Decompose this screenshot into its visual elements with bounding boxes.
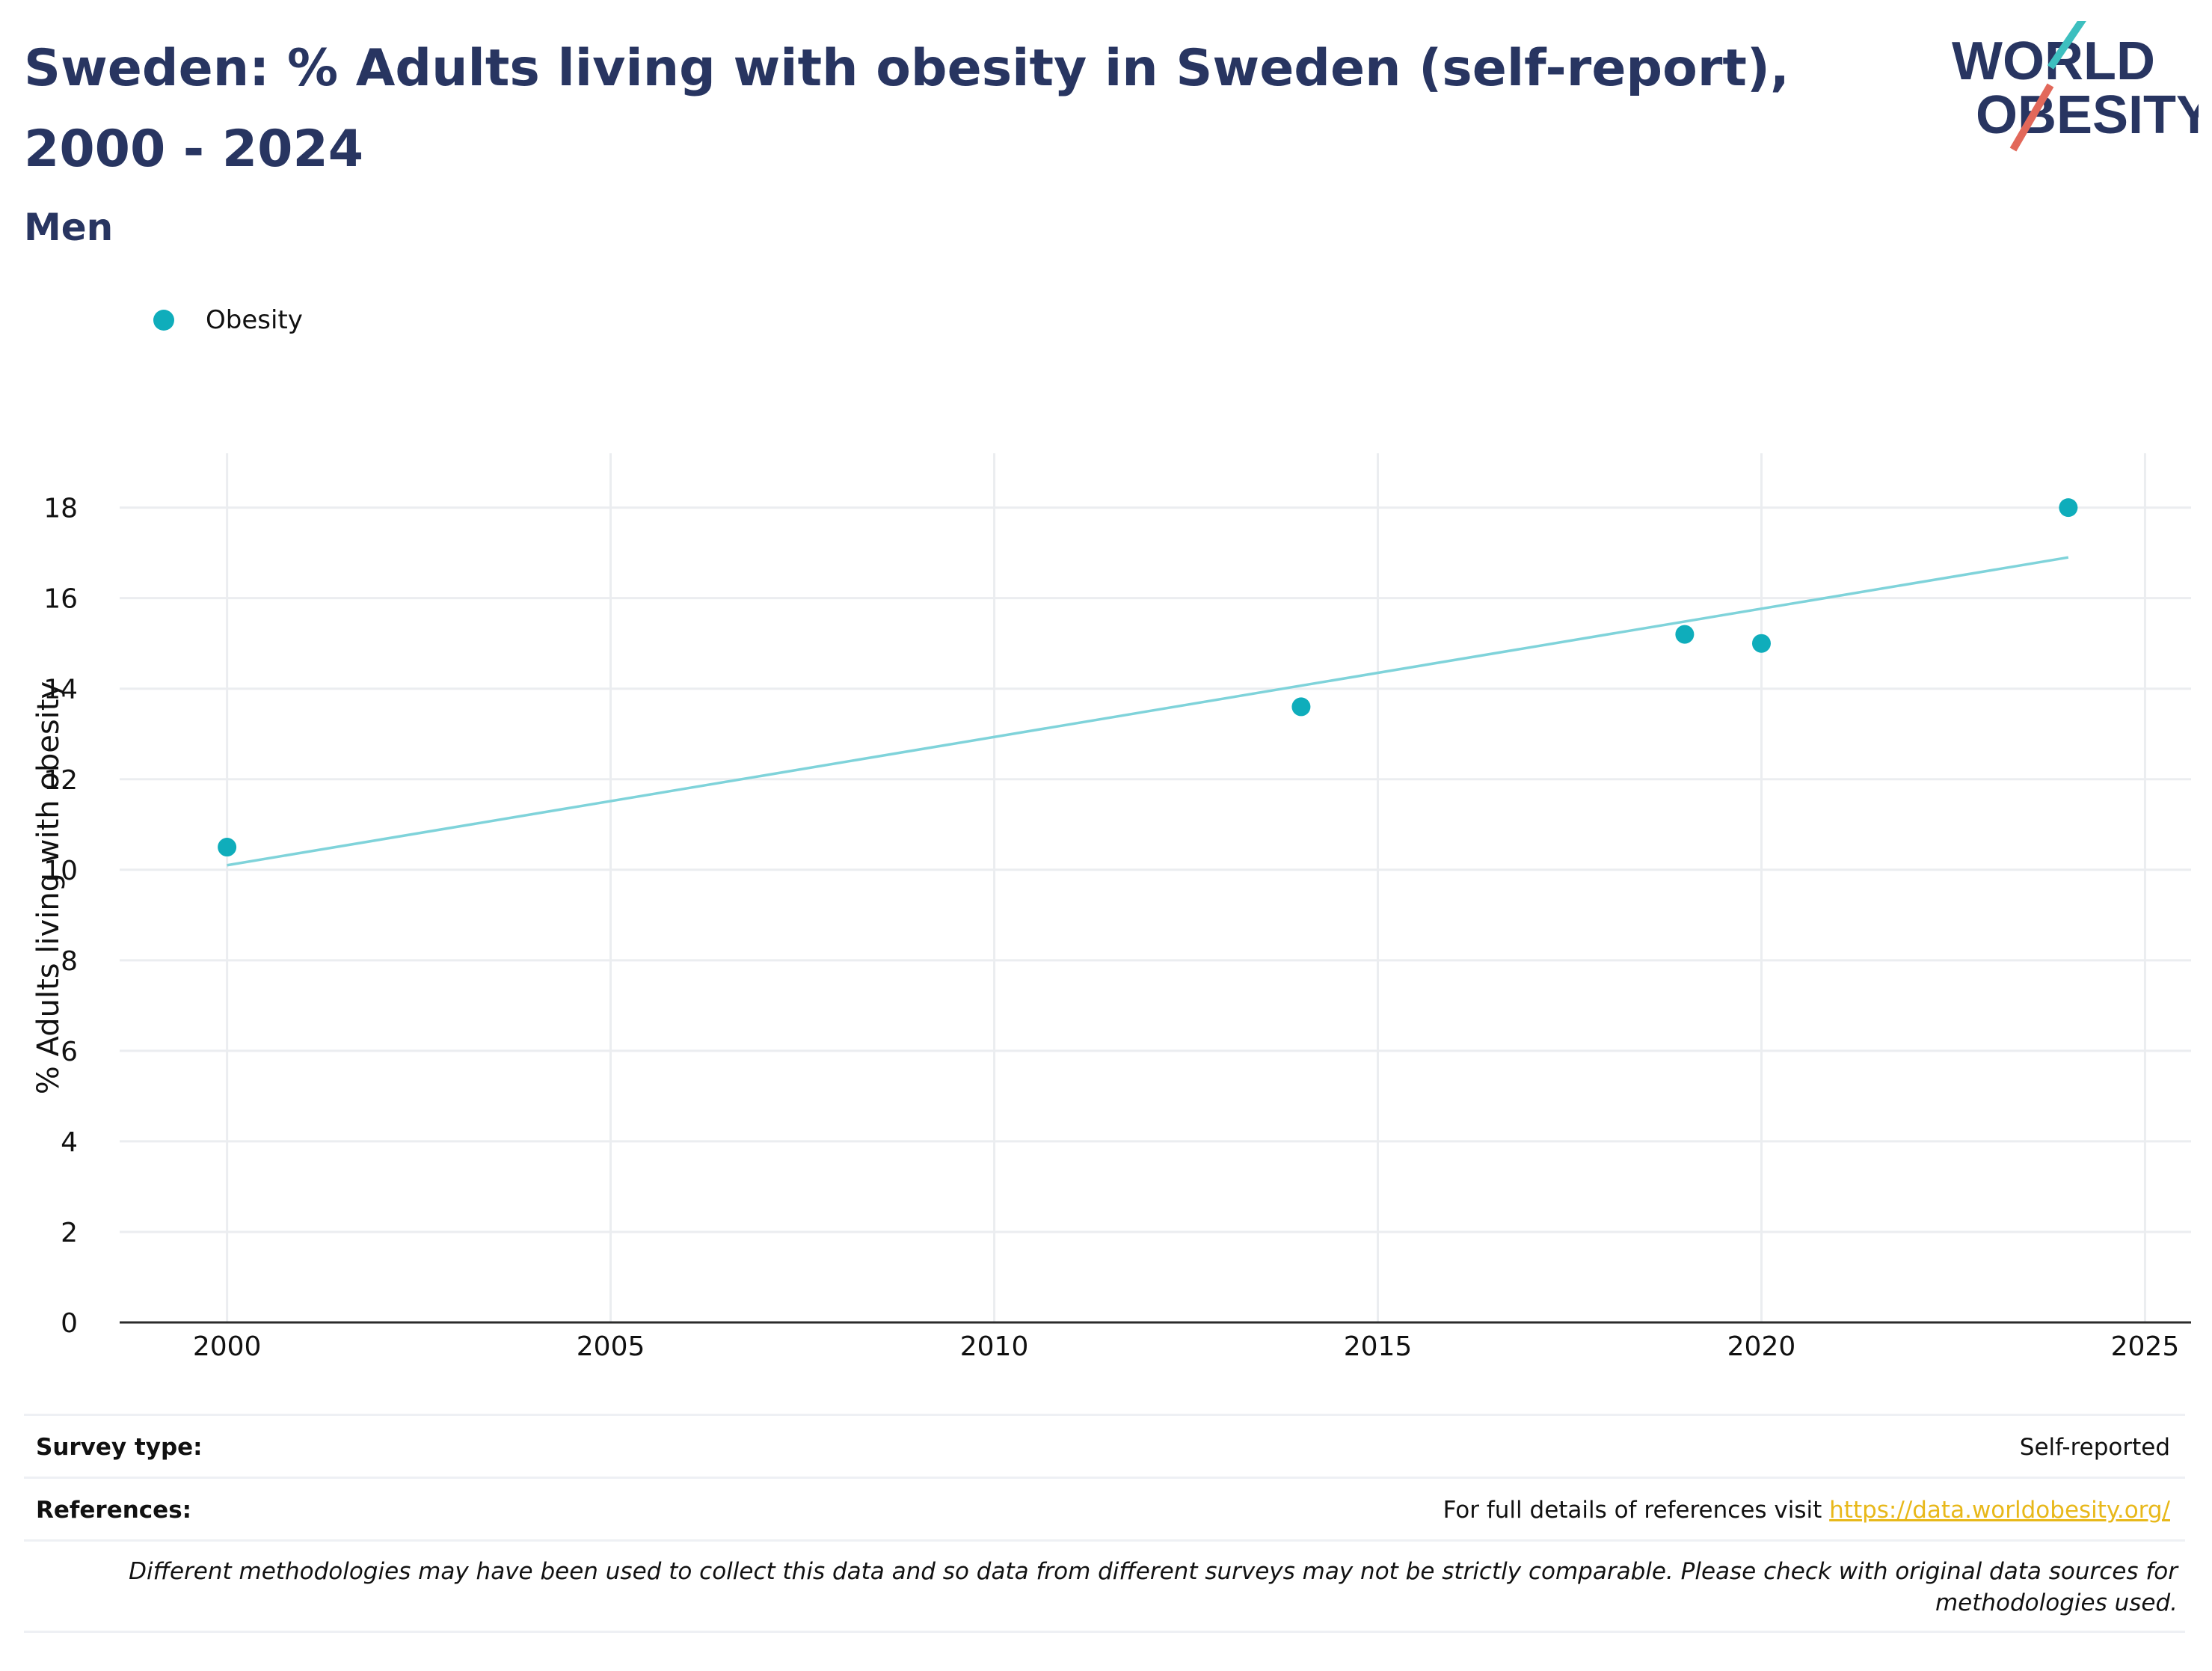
trend-line — [227, 556, 2069, 867]
bottom-divider — [24, 1631, 2185, 1633]
x-tick-label: 2005 — [577, 1331, 645, 1362]
survey-type-value: Self-reported — [2019, 1434, 2170, 1461]
y-tick-label: 6 — [61, 1037, 78, 1067]
data-point[interactable] — [1675, 625, 1695, 644]
data-point[interactable] — [2059, 498, 2078, 518]
survey-type-label: Survey type: — [36, 1434, 203, 1461]
logo-line-obesity: OBESITY — [1976, 85, 2199, 145]
y-tick-label: 14 — [43, 675, 78, 705]
legend-marker — [153, 310, 174, 331]
x-tick-label: 2000 — [193, 1331, 262, 1362]
world-obesity-logo: WORLD OBESITY — [1952, 21, 2199, 152]
chart-title: Sweden: % Adults living with obesity in … — [24, 39, 1789, 179]
note-divider — [24, 1539, 2185, 1542]
y-tick-label: 4 — [61, 1127, 78, 1158]
x-tick-label: 2015 — [1344, 1331, 1413, 1362]
logo-slash-red — [2009, 83, 2054, 152]
x-tick-label: 2020 — [1727, 1331, 1796, 1362]
grid — [120, 453, 2191, 1322]
legend-label: Obesity — [206, 305, 303, 335]
data-point[interactable] — [1751, 634, 1771, 653]
y-tick-label: 2 — [61, 1218, 78, 1248]
references-text: For full details of references visit — [1443, 1497, 1830, 1524]
y-axis-title: % Adults living with obesity — [31, 681, 66, 1094]
y-tick-label: 18 — [43, 494, 78, 524]
y-tick-label: 16 — [43, 584, 78, 615]
data-point[interactable] — [218, 838, 237, 857]
survey-type-row: Survey type: Self-reported — [24, 1414, 2185, 1479]
references-link[interactable]: https://data.worldobesity.org/ — [1829, 1497, 2170, 1524]
data-points — [218, 498, 2078, 857]
references-value: For full details of references visit htt… — [1443, 1497, 2170, 1524]
methodology-note: Different methodologies may have been us… — [129, 1558, 2178, 1616]
x-tick-label: 2025 — [2111, 1331, 2180, 1362]
scatter-chart: 0 2 4 6 8 10 12 14 16 18 2000 2005 2010 2015 2020 2025… — [31, 453, 2191, 1362]
references-label: References: — [36, 1497, 192, 1524]
x-tick-label: 2010 — [960, 1331, 1029, 1362]
y-tick-label: 8 — [61, 946, 78, 977]
x-tick-labels: 2000 2005 2010 2015 2020 2025 — [193, 1331, 2179, 1362]
y-tick-label: 0 — [61, 1308, 78, 1339]
y-tick-label: 10 — [43, 856, 78, 886]
y-tick-labels: 0 2 4 6 8 10 12 14 16 18 — [43, 494, 78, 1339]
data-point[interactable] — [1291, 697, 1311, 717]
logo-slash-teal — [2047, 21, 2086, 70]
legend[interactable]: Obesity — [153, 299, 303, 341]
y-tick-label: 12 — [43, 765, 78, 796]
chart-subtitle: Men — [24, 206, 114, 249]
references-row: References: For full details of referenc… — [24, 1477, 2185, 1542]
